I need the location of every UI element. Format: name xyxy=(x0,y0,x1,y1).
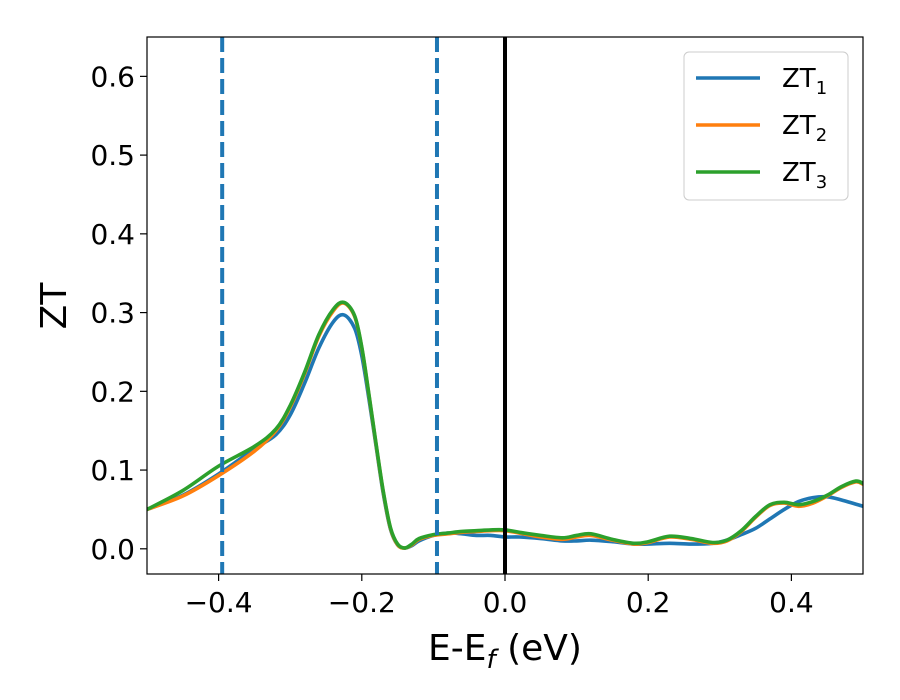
y-axis-label: ZT xyxy=(34,282,75,330)
x-tick-label: −0.4 xyxy=(185,586,253,619)
legend-box xyxy=(683,51,849,201)
y-tick-label: 0.4 xyxy=(90,218,135,251)
reference-lines xyxy=(220,37,507,574)
series-layer xyxy=(147,300,863,550)
legend-label-zt1: ZT1 xyxy=(782,64,827,99)
x-tick-label: 0.2 xyxy=(626,586,671,619)
x-tick-label: 0.0 xyxy=(483,586,528,619)
y-tick-label: 0.5 xyxy=(90,139,135,172)
y-tick-label: 0.3 xyxy=(90,297,135,330)
x-axis: −0.4 −0.2 0.0 0.2 0.4 xyxy=(185,574,814,619)
x-tick-label: −0.2 xyxy=(328,586,396,619)
y-tick-label: 0.0 xyxy=(90,533,135,566)
y-tick-label: 0.6 xyxy=(90,60,135,93)
y-tick-label: 0.1 xyxy=(90,454,135,487)
x-tick-label: 0.4 xyxy=(769,586,814,619)
series-line-zt3 xyxy=(147,300,863,550)
series-line-zt1 xyxy=(147,312,863,550)
y-axis: 0.0 0.1 0.2 0.3 0.4 0.5 0.6 xyxy=(90,60,147,566)
legend-label-zt3: ZT3 xyxy=(782,158,827,193)
y-tick-label: 0.2 xyxy=(90,375,135,408)
x-axis-label: E-Ef (eV) xyxy=(428,628,582,675)
legend: ZT1 ZT2 ZT3 xyxy=(683,51,849,201)
legend-label-zt2: ZT2 xyxy=(782,111,827,146)
